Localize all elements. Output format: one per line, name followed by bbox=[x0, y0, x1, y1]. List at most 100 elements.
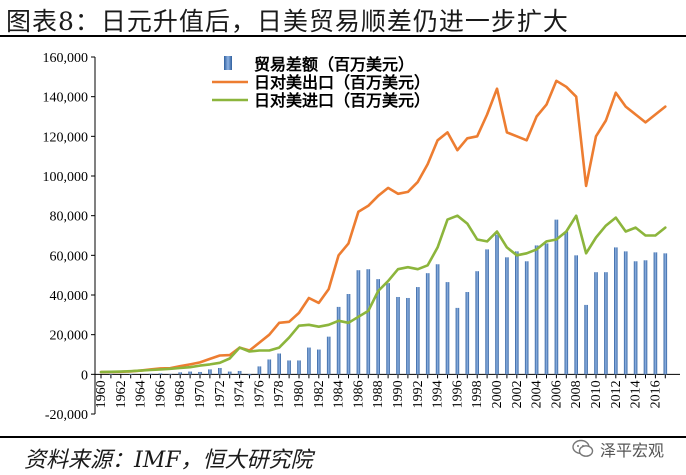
trade-balance-bar bbox=[663, 253, 668, 375]
watermark: 泽平宏观 bbox=[572, 437, 664, 461]
y-tick-label: 160,000 bbox=[43, 51, 89, 66]
x-tick-label: 1970 bbox=[193, 380, 208, 408]
trade-balance-bar bbox=[386, 283, 390, 375]
trade-balance-bar bbox=[277, 353, 281, 375]
x-tick-label: 2002 bbox=[510, 380, 525, 408]
trade-balance-bar bbox=[614, 247, 618, 375]
trade-balance-bar bbox=[148, 373, 153, 375]
x-tick-label: 1990 bbox=[391, 380, 406, 408]
trade-balance-bar bbox=[594, 272, 598, 375]
trade-balance-bar bbox=[515, 251, 519, 375]
y-tick-label: 20,000 bbox=[50, 329, 89, 344]
x-tick-label: 1968 bbox=[173, 380, 188, 408]
trade-balance-bar bbox=[208, 369, 212, 375]
bar-series bbox=[109, 219, 668, 376]
trade-balance-bar bbox=[406, 297, 410, 375]
trade-balance-bar bbox=[317, 349, 321, 375]
trade-balance-bar bbox=[356, 270, 361, 375]
page-title: 图表8：日元升值后，日美贸易顺差仍进一步扩大 bbox=[6, 7, 569, 36]
trade-balance-bar bbox=[218, 367, 222, 375]
legend-label: 日对美出口（百万美元） bbox=[254, 73, 430, 92]
x-tick-label: 2006 bbox=[549, 380, 564, 408]
trade-balance-bar bbox=[633, 261, 638, 375]
x-tick-label: 1994 bbox=[431, 380, 446, 408]
legend-label: 贸易差额（百万美元） bbox=[254, 55, 414, 74]
trade-balance-bar bbox=[267, 359, 272, 375]
wechat-icon bbox=[572, 439, 594, 457]
x-tick-label: 2008 bbox=[569, 380, 584, 408]
x-tick-label: 1998 bbox=[470, 380, 485, 408]
trade-balance-bar bbox=[366, 269, 371, 375]
x-tick-label: 1976 bbox=[252, 380, 267, 408]
trade-balance-bar bbox=[307, 347, 311, 375]
trade-balance-bar bbox=[465, 292, 470, 375]
trade-balance-bar bbox=[653, 252, 658, 375]
y-tick-label: 140,000 bbox=[43, 91, 89, 106]
x-tick-label: 1982 bbox=[312, 380, 327, 408]
trade-balance-bar bbox=[584, 304, 588, 375]
y-tick-label: 0 bbox=[81, 368, 88, 383]
trade-balance-bar bbox=[455, 307, 460, 375]
trade-balance-bar bbox=[544, 243, 549, 375]
x-tick-label: 2014 bbox=[629, 380, 644, 408]
legend: 贸易差额（百万美元）日对美出口（百万美元）日对美进口（百万美元） bbox=[212, 55, 430, 110]
trade-balance-bar bbox=[574, 255, 578, 375]
import-line bbox=[99, 214, 667, 374]
trade-balance-bar bbox=[425, 273, 430, 375]
x-tick-label: 1988 bbox=[371, 380, 386, 408]
title-rule bbox=[0, 35, 686, 37]
y-tick-label: 120,000 bbox=[43, 130, 89, 145]
trade-balance-bar bbox=[554, 219, 559, 375]
trade-balance-bar bbox=[524, 261, 529, 375]
trade-balance-bar bbox=[326, 336, 331, 375]
trade-balance-bar bbox=[178, 372, 182, 375]
x-tick-label: 1972 bbox=[213, 380, 228, 408]
x-tick-label: 1964 bbox=[134, 380, 149, 408]
x-tick-label: 2004 bbox=[530, 380, 545, 408]
trade-balance-bar bbox=[128, 374, 133, 375]
trade-balance-bar bbox=[534, 245, 539, 375]
x-tick-label: 2010 bbox=[589, 380, 604, 408]
trade-balance-bar bbox=[376, 279, 380, 375]
trade-balance-bar bbox=[435, 264, 440, 375]
trade-balance-bar bbox=[158, 373, 163, 375]
trade-balance-bar bbox=[227, 371, 232, 375]
trade-balance-bar bbox=[564, 231, 569, 375]
axes: -20,000 0 20,000 40,000 60,000 80,000 100,000 1… bbox=[43, 51, 680, 423]
x-tick-label: 1962 bbox=[114, 380, 129, 408]
x-tick-label: 1992 bbox=[411, 380, 426, 408]
line-series bbox=[99, 79, 667, 374]
trade-balance-bar bbox=[416, 287, 420, 375]
x-tick-label: 2016 bbox=[648, 380, 663, 408]
export-line bbox=[99, 79, 667, 374]
legend-label: 日对美进口（百万美元） bbox=[254, 91, 430, 110]
trade-balance-bar bbox=[168, 373, 173, 375]
source-note: 资料来源：IMF，恒大研究院 bbox=[24, 448, 313, 473]
y-tick-label: 80,000 bbox=[50, 210, 89, 225]
x-tick-label: 1974 bbox=[233, 380, 248, 408]
trade-balance-bar bbox=[396, 296, 400, 375]
x-tick-label: 1984 bbox=[332, 380, 347, 408]
trade-balance-bar bbox=[505, 257, 509, 375]
watermark-text: 泽平宏观 bbox=[600, 441, 665, 460]
trade-balance-bar bbox=[287, 360, 291, 375]
legend-swatch-bar bbox=[224, 56, 232, 70]
y-tick-label: -20,000 bbox=[45, 408, 88, 423]
x-tick-label: 1986 bbox=[351, 380, 366, 408]
trade-balance-bar bbox=[109, 374, 113, 375]
trade-balance-bar bbox=[247, 374, 252, 376]
chart: -20,000 0 20,000 40,000 60,000 80,000 100,000 1… bbox=[43, 51, 680, 423]
trade-balance-bar bbox=[297, 360, 301, 375]
trade-balance-bar bbox=[188, 371, 192, 375]
trade-balance-bar bbox=[346, 294, 351, 375]
trade-balance-bar bbox=[198, 371, 202, 375]
trade-balance-bar bbox=[336, 306, 341, 375]
footer-rule bbox=[0, 436, 686, 438]
x-tick-label: 2012 bbox=[609, 380, 624, 408]
x-tick-label: 2000 bbox=[490, 380, 505, 408]
trade-balance-bar bbox=[237, 370, 242, 375]
trade-balance-bar bbox=[604, 272, 608, 375]
trade-balance-bar bbox=[623, 251, 628, 375]
x-tick-label: 1996 bbox=[450, 380, 465, 408]
x-tick-label: 1960 bbox=[94, 380, 109, 408]
